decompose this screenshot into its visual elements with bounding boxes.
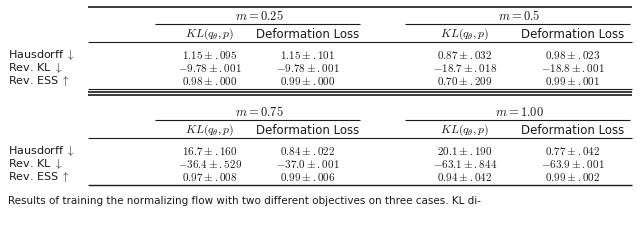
Text: $0.84 \pm .022$: $0.84 \pm .022$ (280, 144, 335, 156)
Text: Rev. KL $\downarrow$: Rev. KL $\downarrow$ (8, 61, 63, 75)
Text: Rev. ESS $\uparrow$: Rev. ESS $\uparrow$ (8, 74, 70, 88)
Text: $0.99 \pm .000$: $0.99 \pm .000$ (280, 75, 336, 87)
Text: $-36.4 \pm .529$: $-36.4 \pm .529$ (178, 157, 242, 169)
Text: $0.98 \pm .023$: $0.98 \pm .023$ (545, 49, 601, 61)
Text: Rev. ESS $\uparrow$: Rev. ESS $\uparrow$ (8, 169, 70, 183)
Text: $0.94 \pm .042$: $0.94 \pm .042$ (437, 170, 493, 182)
Text: $m = 0.5$: $m = 0.5$ (498, 9, 540, 23)
Text: $-63.1 \pm .844$: $-63.1 \pm .844$ (433, 157, 497, 169)
Text: $-18.8 \pm .001$: $-18.8 \pm .001$ (541, 62, 605, 74)
Text: $-37.0 \pm .001$: $-37.0 \pm .001$ (276, 157, 340, 169)
Text: $m = 0.25$: $m = 0.25$ (235, 9, 284, 23)
Text: $-63.9 \pm .001$: $-63.9 \pm .001$ (541, 157, 605, 169)
Text: $0.99 \pm .002$: $0.99 \pm .002$ (545, 170, 601, 182)
Text: Deformation Loss: Deformation Loss (257, 123, 360, 136)
Text: Results of training the normalizing flow with two different objectives on three : Results of training the normalizing flow… (8, 195, 481, 205)
Text: Deformation Loss: Deformation Loss (522, 28, 625, 40)
Text: $20.1 \pm .190$: $20.1 \pm .190$ (437, 144, 493, 156)
Text: $0.98 \pm .000$: $0.98 \pm .000$ (182, 75, 237, 87)
Text: $1.15 \pm .101$: $1.15 \pm .101$ (280, 49, 335, 61)
Text: $KL(q_{\theta},p)$: $KL(q_{\theta},p)$ (186, 122, 235, 137)
Text: Hausdorff $\downarrow$: Hausdorff $\downarrow$ (8, 144, 75, 157)
Text: $KL(q_{\theta},p)$: $KL(q_{\theta},p)$ (186, 26, 235, 42)
Text: $m = 1.00$: $m = 1.00$ (495, 105, 543, 118)
Text: Deformation Loss: Deformation Loss (257, 28, 360, 40)
Text: $m = 0.75$: $m = 0.75$ (235, 104, 284, 118)
Text: $-9.78 \pm .001$: $-9.78 \pm .001$ (276, 62, 340, 74)
Text: $0.87 \pm .032$: $0.87 \pm .032$ (437, 49, 493, 61)
Text: $0.97 \pm .008$: $0.97 \pm .008$ (182, 170, 238, 182)
Text: $-9.78 \pm .001$: $-9.78 \pm .001$ (178, 62, 242, 74)
Text: $0.99 \pm .001$: $0.99 \pm .001$ (545, 75, 600, 87)
Text: Hausdorff $\downarrow$: Hausdorff $\downarrow$ (8, 48, 75, 62)
Text: $KL(q_{\theta},p)$: $KL(q_{\theta},p)$ (440, 26, 490, 42)
Text: $-18.7 \pm .018$: $-18.7 \pm .018$ (433, 62, 497, 74)
Text: $KL(q_{\theta},p)$: $KL(q_{\theta},p)$ (440, 122, 490, 137)
Text: $0.99 \pm .006$: $0.99 \pm .006$ (280, 170, 336, 182)
Text: $16.7 \pm .160$: $16.7 \pm .160$ (182, 144, 237, 156)
Text: Deformation Loss: Deformation Loss (522, 123, 625, 136)
Text: $0.77 \pm .042$: $0.77 \pm .042$ (545, 144, 601, 156)
Text: $1.15 \pm .095$: $1.15 \pm .095$ (182, 49, 237, 61)
Text: Rev. KL $\downarrow$: Rev. KL $\downarrow$ (8, 156, 63, 170)
Text: $0.70 \pm .209$: $0.70 \pm .209$ (437, 75, 493, 87)
